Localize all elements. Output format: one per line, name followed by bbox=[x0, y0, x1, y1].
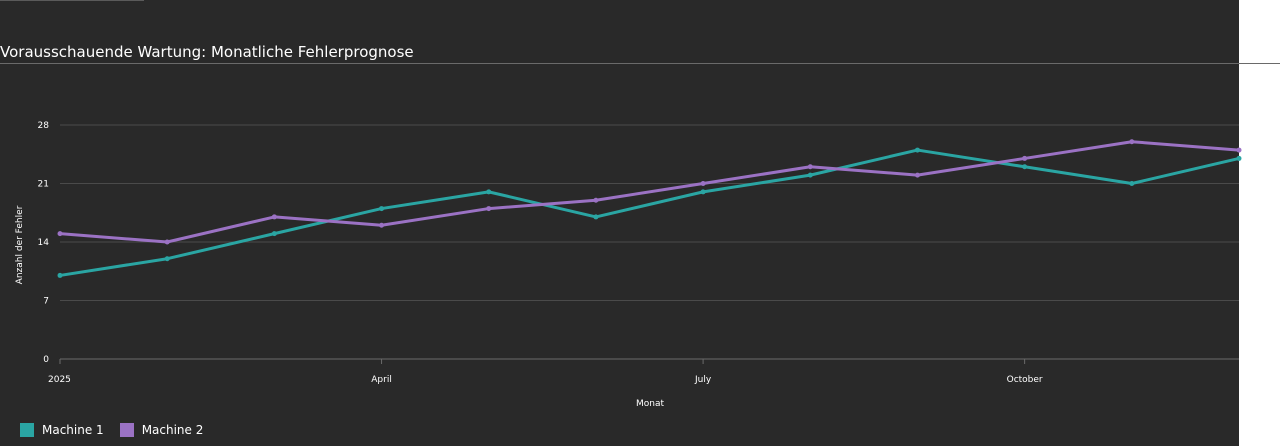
data-point[interactable] bbox=[700, 181, 706, 186]
data-point[interactable] bbox=[57, 231, 63, 237]
data-point[interactable] bbox=[1236, 155, 1242, 161]
y-tick-label: 21 bbox=[38, 180, 49, 190]
data-point[interactable] bbox=[914, 172, 920, 178]
legend-swatch bbox=[20, 423, 34, 437]
x-tick-label: 2025 bbox=[48, 375, 71, 385]
legend-swatch bbox=[119, 423, 134, 437]
x-tick-label: October bbox=[1007, 375, 1043, 385]
chart-title: Vorausschauende Wartung: Monatliche Fehl… bbox=[0, 43, 414, 61]
legend-label: Machine 1 bbox=[42, 423, 104, 437]
data-point[interactable] bbox=[486, 206, 492, 212]
data-point[interactable] bbox=[271, 231, 277, 237]
x-axis-title: Monat bbox=[636, 399, 664, 409]
legend-label: Machine 2 bbox=[141, 423, 204, 437]
y-axis-title: Anzahl der Fehler bbox=[15, 205, 25, 284]
x-tick-label: July bbox=[694, 375, 712, 385]
data-point[interactable] bbox=[379, 206, 385, 212]
data-point[interactable] bbox=[1022, 164, 1028, 170]
series-lines bbox=[57, 139, 1242, 278]
data-point[interactable] bbox=[1129, 181, 1135, 186]
data-point[interactable] bbox=[1129, 139, 1135, 145]
data-point[interactable] bbox=[807, 164, 813, 170]
data-point[interactable] bbox=[700, 189, 706, 195]
data-point[interactable] bbox=[379, 222, 385, 228]
y-tick-label: 7 bbox=[43, 297, 49, 307]
series-line-1[interactable] bbox=[59, 148, 1240, 277]
data-point[interactable] bbox=[486, 189, 492, 195]
legend: Machine 1 Machine 2 bbox=[20, 423, 203, 437]
legend-item-1[interactable]: Machine 1 bbox=[20, 423, 104, 437]
data-point[interactable] bbox=[593, 197, 599, 203]
y-tick-label: 14 bbox=[38, 238, 50, 248]
gridlines bbox=[60, 124, 1239, 301]
y-tick-label: 0 bbox=[43, 355, 49, 365]
axes: 0 7 14 21 28 2025 April July October bbox=[38, 121, 1239, 385]
data-point[interactable] bbox=[57, 272, 63, 278]
data-point[interactable] bbox=[164, 239, 170, 245]
x-tick-label: April bbox=[371, 375, 392, 385]
data-point[interactable] bbox=[593, 214, 599, 220]
legend-item-2[interactable]: Machine 2 bbox=[119, 423, 204, 437]
chart-canvas bbox=[0, 0, 1239, 446]
title-divider bbox=[0, 63, 1280, 64]
series-line-2[interactable] bbox=[59, 140, 1240, 244]
data-point[interactable] bbox=[1236, 147, 1242, 153]
y-tick-label: 28 bbox=[38, 121, 50, 131]
data-point[interactable] bbox=[807, 172, 813, 178]
data-point[interactable] bbox=[271, 214, 277, 220]
top-divider bbox=[0, 0, 144, 1]
data-point[interactable] bbox=[1022, 155, 1028, 161]
data-point[interactable] bbox=[164, 256, 170, 262]
data-point[interactable] bbox=[914, 147, 920, 153]
